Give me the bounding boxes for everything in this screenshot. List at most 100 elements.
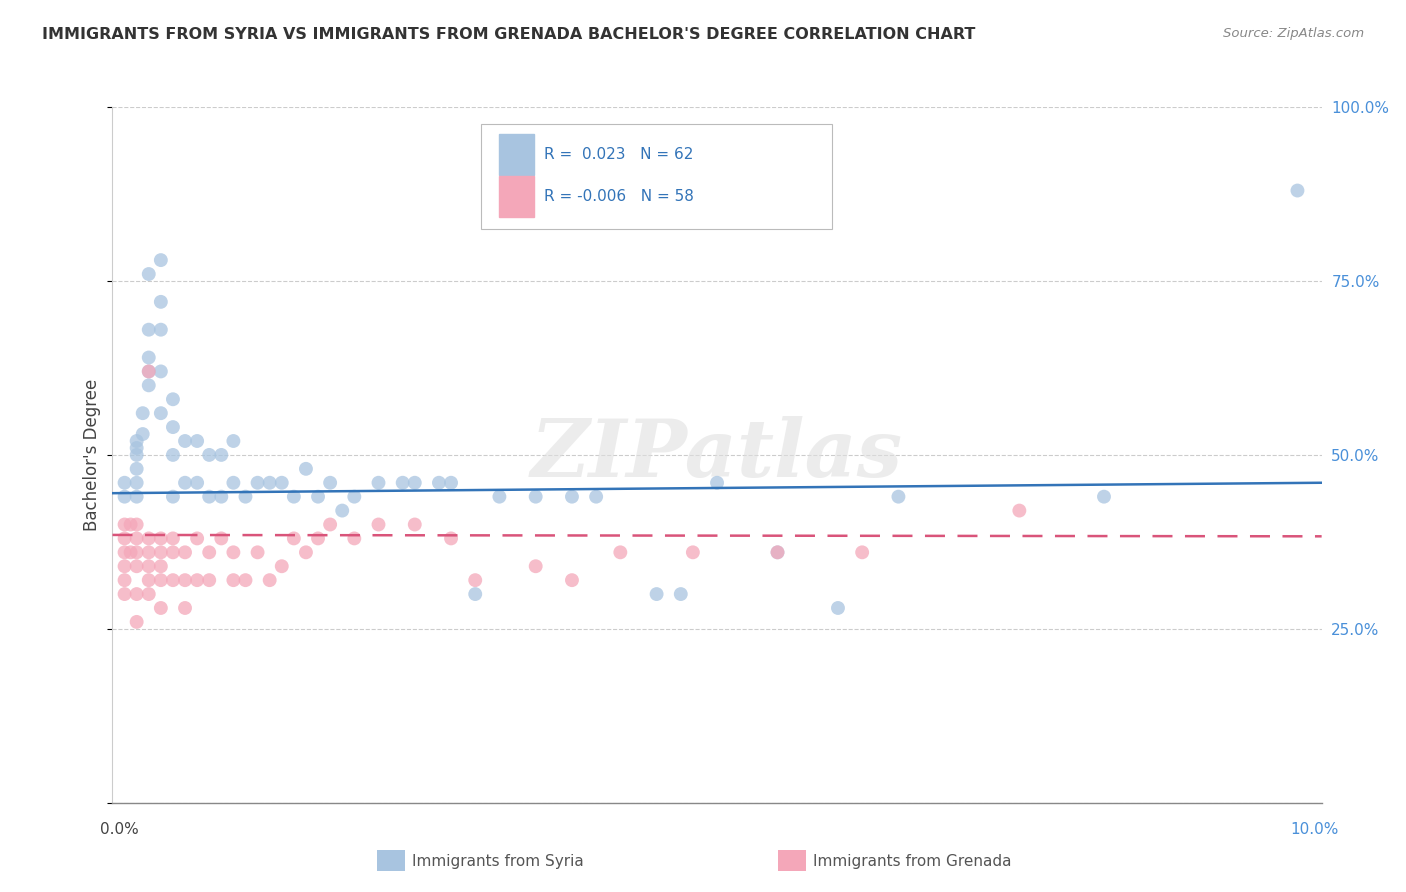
Point bbox=[766, 545, 789, 559]
Point bbox=[132, 406, 155, 420]
Point bbox=[125, 462, 148, 476]
Point bbox=[162, 532, 184, 546]
Point bbox=[125, 587, 148, 601]
Point bbox=[488, 490, 510, 504]
Point bbox=[114, 545, 136, 559]
Point bbox=[259, 573, 281, 587]
Point bbox=[114, 532, 136, 546]
Point bbox=[343, 532, 366, 546]
Point bbox=[609, 545, 631, 559]
Point bbox=[706, 475, 728, 490]
Point bbox=[149, 532, 172, 546]
Point bbox=[887, 490, 910, 504]
Y-axis label: Bachelor's Degree: Bachelor's Degree bbox=[83, 379, 101, 531]
Point bbox=[149, 573, 172, 587]
Point bbox=[174, 475, 197, 490]
Point bbox=[235, 573, 257, 587]
Point bbox=[125, 559, 148, 574]
Point bbox=[235, 490, 257, 504]
Point bbox=[246, 475, 269, 490]
Point bbox=[404, 517, 426, 532]
Point bbox=[162, 420, 184, 434]
Point bbox=[138, 364, 160, 378]
Point bbox=[138, 545, 160, 559]
Point bbox=[149, 364, 172, 378]
Point bbox=[561, 573, 583, 587]
Text: R =  0.023   N = 62: R = 0.023 N = 62 bbox=[544, 147, 693, 161]
Point bbox=[125, 434, 148, 448]
Point bbox=[198, 573, 221, 587]
Point bbox=[138, 573, 160, 587]
Point bbox=[198, 490, 221, 504]
Point bbox=[319, 517, 342, 532]
Point bbox=[125, 490, 148, 504]
Point bbox=[427, 475, 450, 490]
Point bbox=[330, 503, 353, 517]
Point bbox=[198, 448, 221, 462]
Point bbox=[125, 615, 148, 629]
Point bbox=[1092, 490, 1115, 504]
Point bbox=[209, 490, 232, 504]
Point bbox=[114, 475, 136, 490]
Point bbox=[162, 573, 184, 587]
Point bbox=[174, 601, 197, 615]
Point bbox=[585, 490, 607, 504]
Point bbox=[259, 475, 281, 490]
Point bbox=[138, 587, 160, 601]
Point bbox=[307, 490, 329, 504]
Point bbox=[149, 601, 172, 615]
Point bbox=[149, 559, 172, 574]
Point bbox=[367, 517, 389, 532]
Point bbox=[149, 406, 172, 420]
Point bbox=[125, 545, 148, 559]
Point bbox=[186, 475, 208, 490]
Point bbox=[295, 462, 318, 476]
Text: Source: ZipAtlas.com: Source: ZipAtlas.com bbox=[1223, 27, 1364, 40]
Point bbox=[186, 434, 208, 448]
Point bbox=[120, 545, 142, 559]
Point bbox=[270, 475, 292, 490]
Point bbox=[114, 517, 136, 532]
Point bbox=[464, 587, 486, 601]
Point bbox=[138, 364, 160, 378]
Point bbox=[464, 573, 486, 587]
Text: R = -0.006   N = 58: R = -0.006 N = 58 bbox=[544, 188, 695, 203]
Point bbox=[149, 294, 172, 309]
Point bbox=[319, 475, 342, 490]
Text: 0.0%: 0.0% bbox=[100, 822, 139, 837]
Point bbox=[132, 427, 155, 442]
Point bbox=[440, 532, 463, 546]
Point bbox=[114, 587, 136, 601]
Point bbox=[138, 351, 160, 365]
Point bbox=[222, 545, 245, 559]
Point bbox=[209, 448, 232, 462]
FancyBboxPatch shape bbox=[499, 176, 534, 217]
Point bbox=[162, 392, 184, 407]
Point bbox=[162, 448, 184, 462]
Point bbox=[404, 475, 426, 490]
Text: Immigrants from Syria: Immigrants from Syria bbox=[412, 855, 583, 869]
Point bbox=[307, 532, 329, 546]
Point bbox=[270, 559, 292, 574]
Point bbox=[827, 601, 849, 615]
Point bbox=[367, 475, 389, 490]
Point bbox=[343, 490, 366, 504]
Point bbox=[186, 573, 208, 587]
Point bbox=[222, 475, 245, 490]
Point bbox=[114, 559, 136, 574]
Point bbox=[174, 545, 197, 559]
Point bbox=[149, 253, 172, 268]
Point bbox=[120, 517, 142, 532]
Point bbox=[440, 475, 463, 490]
Point bbox=[645, 587, 668, 601]
Point bbox=[174, 573, 197, 587]
Point bbox=[162, 545, 184, 559]
Point bbox=[851, 545, 873, 559]
Point bbox=[125, 448, 148, 462]
Point bbox=[669, 587, 692, 601]
Point bbox=[138, 323, 160, 337]
Point bbox=[198, 545, 221, 559]
Point bbox=[283, 532, 305, 546]
Point bbox=[295, 545, 318, 559]
Point bbox=[283, 490, 305, 504]
